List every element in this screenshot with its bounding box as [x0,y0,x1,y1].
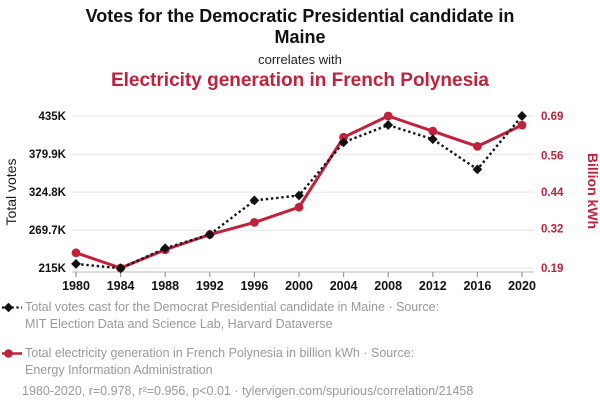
electricity-legend-label-line2: Energy Information Administration [25,363,213,377]
votes-point-marker [204,229,215,240]
electricity-legend-label-line1: Total electricity generation in French P… [25,346,415,360]
electricity-point-marker [294,202,304,212]
right-axis-tick-label: 0.56 [541,151,563,163]
left-axis-tick-label: 435K [39,111,67,123]
right-axis-tick-label: 0.32 [541,223,563,235]
votes-point-marker [160,243,171,254]
right-axis-tick-label: 0.69 [541,111,563,123]
electricity-point-marker [517,120,527,130]
votes-point-marker [427,134,438,145]
legend-item-electricity: Total electricity generation in French P… [2,345,596,379]
legend-item-votes: Total votes cast for the Democrat Presid… [2,299,596,333]
chart-subtitle: Electricity generation in French Polynes… [110,70,489,91]
electricity-point-marker [71,248,81,258]
x-axis-tick-label: 1984 [107,279,135,293]
right-axis-tick-label: 0.44 [541,187,564,199]
x-axis-tick-label: 1980 [62,279,90,293]
x-axis-tick-label: 1988 [151,279,179,293]
electricity-legend-marker-icon [2,349,22,358]
x-axis-tick-label: 2000 [285,279,313,293]
chart-title: Votes for the Democratic Presidential ca… [85,6,515,47]
left-axis-tick-label: 269.7K [29,225,67,237]
left-axis-tick-label: 379.9K [29,149,67,161]
x-axis-tick-label: 2008 [374,279,402,293]
votes-legend-diamond [3,302,14,313]
electricity-point-marker [428,126,438,136]
votes-point-marker [249,195,260,206]
electricity-point-marker [339,132,348,142]
electricity-point-marker [383,111,393,121]
votes-point-marker [338,137,349,148]
x-axis-tick-label: 1992 [196,279,224,293]
x-axis-tick-label: 2016 [463,279,491,293]
votes-legend-label-line1: Total votes cast for the Democrat Presid… [25,300,440,314]
chart-header: Votes for the Democratic Presidential ca… [0,0,600,92]
votes-point-marker [71,258,81,269]
left-axis-tick-label: 324.8K [29,187,67,199]
right-axis-tick-label: 0.19 [541,263,563,275]
chart-connector: correlates with [258,52,342,67]
votes-point-marker [517,111,527,121]
right-axis-title: Billion kWh [585,153,600,229]
votes-point-marker [472,164,483,175]
votes-point-marker [383,120,394,130]
left-axis-tick-label: 215K [39,263,67,275]
left-axis-title: Total votes [3,159,19,226]
votes-legend-label: Total votes cast for the Democrat Presid… [25,299,439,333]
electricity-legend-label: Total electricity generation in French P… [25,345,414,379]
votes-legend-label-line2: MIT Election Data and Science Lab, Harva… [25,317,333,331]
electricity-point-marker [250,218,259,227]
votes-legend-marker-icon [2,302,22,313]
x-axis-tick-label: 1996 [240,279,268,293]
x-axis-tick-label: 2004 [330,279,358,293]
votes-point-marker [294,190,304,201]
x-axis-tick-label: 2020 [508,279,536,293]
votes-point-marker [115,263,126,274]
chart-legend: Total votes cast for the Democrat Presid… [2,299,596,391]
stats-footer: 1980-2020, r=0.978, r²=0.956, p<0.01 · t… [22,384,474,398]
x-axis-tick-label: 2012 [419,279,447,293]
electricity-point-marker [473,142,482,151]
electricity-legend-circle [4,349,13,358]
